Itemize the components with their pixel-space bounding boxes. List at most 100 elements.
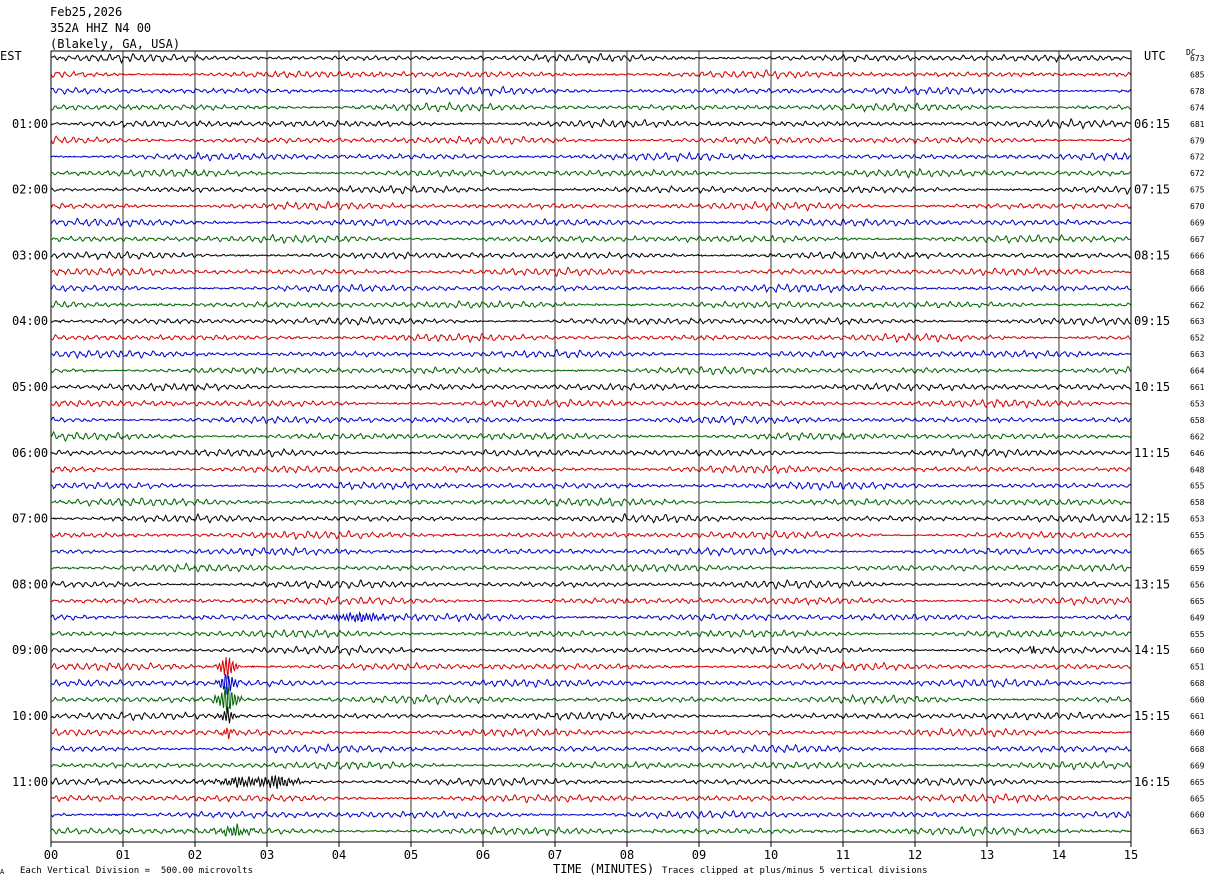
left-hour-label: 06:00	[12, 446, 48, 460]
left-hour-label: 01:00	[12, 117, 48, 131]
dc-offset-label: 649	[1190, 613, 1205, 622]
trace-row-14	[50, 266, 1131, 278]
dc-offset-label: 669	[1190, 761, 1205, 770]
trace-row-28	[50, 497, 1131, 508]
trace-row-8	[50, 167, 1131, 179]
right-hour-label: 08:15	[1134, 248, 1170, 262]
trace-row-39	[50, 673, 1131, 695]
trace-row-48	[50, 823, 1131, 837]
dc-offset-label: 659	[1190, 564, 1205, 573]
dc-offset-label: 658	[1190, 498, 1205, 507]
trace-row-34	[50, 596, 1131, 606]
trace-row-29	[50, 512, 1131, 524]
chart-header: Feb25,2026 352A HHZ N4 00 (Blakely, GA, …	[50, 4, 180, 52]
dc-offset-label: 668	[1190, 268, 1205, 277]
trace-row-25	[50, 447, 1131, 459]
dc-offset-label: 658	[1190, 416, 1205, 425]
dc-offset-label: 667	[1190, 235, 1205, 244]
trace-row-42	[50, 727, 1131, 740]
x-tick-label: 12	[908, 848, 922, 862]
dc-offset-label: 665	[1190, 778, 1205, 787]
left-hour-label: 11:00	[12, 775, 48, 789]
dc-offset-label: 673	[1190, 54, 1205, 63]
trace-row-17	[50, 315, 1131, 326]
header-station: 352A HHZ N4 00	[50, 21, 152, 35]
trace-row-19	[50, 348, 1131, 360]
x-tick-label: 03	[260, 848, 274, 862]
dc-offset-label: 663	[1190, 317, 1205, 326]
trace-row-15	[50, 283, 1131, 294]
dc-offset-label: 664	[1190, 367, 1205, 376]
left-hour-label: 02:00	[12, 183, 48, 197]
trace-row-43	[50, 742, 1131, 754]
dc-offset-label: 663	[1190, 827, 1205, 836]
trace-row-44	[51, 760, 1131, 771]
x-tick-label: 05	[404, 848, 418, 862]
dc-offset-label: 681	[1190, 120, 1205, 129]
x-tick-label: 08	[620, 848, 634, 862]
x-tick-label: 09	[692, 848, 706, 862]
trace-row-12	[50, 233, 1131, 244]
dc-offset-label: 653	[1190, 399, 1205, 408]
x-tick-label: 10	[764, 848, 778, 862]
dc-offset-label: 679	[1190, 136, 1205, 145]
right-hour-label: 13:15	[1134, 577, 1170, 591]
x-tick-label: 02	[188, 848, 202, 862]
trace-row-45	[50, 775, 1131, 789]
trace-row-16	[50, 299, 1131, 310]
dc-offset-label: 651	[1190, 663, 1205, 672]
dc-offset-label: 675	[1190, 186, 1205, 195]
left-hour-label: 03:00	[12, 248, 48, 262]
dc-offset-label: 652	[1190, 334, 1205, 343]
right-hour-label: 14:15	[1134, 643, 1170, 657]
x-tick-label: 14	[1052, 848, 1066, 862]
dc-offset-label: 661	[1190, 383, 1205, 392]
trace-row-9	[50, 184, 1131, 196]
dc-offset-label: 665	[1190, 597, 1205, 606]
right-hour-label: 12:15	[1134, 512, 1170, 526]
trace-row-26	[50, 464, 1131, 475]
dc-offset-label: 660	[1190, 696, 1205, 705]
x-tick-label: 04	[332, 848, 346, 862]
trace-row-7	[50, 151, 1131, 163]
trace-row-1	[50, 52, 1131, 65]
corner-mark: A	[0, 868, 5, 876]
trace-row-37	[50, 644, 1131, 657]
dc-offset-label: 646	[1190, 449, 1205, 458]
left-hour-label: 09:00	[12, 643, 48, 657]
dc-offset-label: 655	[1190, 531, 1205, 540]
dc-offset-label: 655	[1190, 482, 1205, 491]
dc-offset-label: 663	[1190, 350, 1205, 359]
right-timezone-label: UTC	[1144, 49, 1166, 63]
right-hour-label: 15:15	[1134, 709, 1170, 723]
dc-offset-label: 666	[1190, 284, 1205, 293]
trace-row-6	[50, 135, 1131, 146]
trace-row-18	[50, 332, 1131, 344]
right-hour-label: 07:15	[1134, 183, 1170, 197]
left-hour-label: 04:00	[12, 314, 48, 328]
trace-row-23	[50, 415, 1131, 426]
dc-offset-label: 674	[1190, 103, 1205, 112]
trace-row-31	[50, 546, 1131, 557]
dc-offset-label: 662	[1190, 301, 1205, 310]
left-hour-label: 05:00	[12, 380, 48, 394]
x-tick-label: 01	[116, 848, 130, 862]
trace-row-24	[50, 430, 1131, 443]
dc-label: DC	[1186, 48, 1196, 57]
trace-row-5	[50, 117, 1131, 130]
trace-row-11	[50, 217, 1131, 228]
dc-offset-label: 685	[1190, 70, 1205, 79]
trace-row-21	[50, 382, 1131, 392]
trace-row-47	[50, 810, 1131, 820]
x-tick-label: 07	[548, 848, 562, 862]
x-tick-label: 15	[1124, 848, 1138, 862]
trace-row-20	[50, 365, 1131, 376]
dc-offset-label: 662	[1190, 432, 1205, 441]
trace-row-40	[50, 686, 1131, 714]
dc-offset-label: 668	[1190, 679, 1205, 688]
trace-row-33	[50, 579, 1131, 590]
dc-offset-label: 665	[1190, 794, 1205, 803]
trace-row-30	[50, 530, 1131, 540]
x-tick-label: 11	[836, 848, 850, 862]
